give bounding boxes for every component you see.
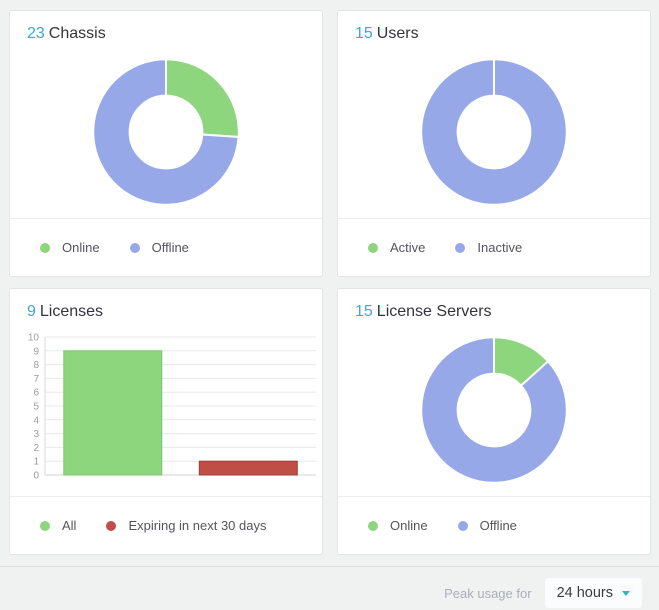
- legend-label: Online: [62, 240, 100, 255]
- users-card-title: 15 Users: [338, 11, 650, 45]
- svg-text:8: 8: [33, 360, 39, 371]
- legend-item-offline[interactable]: Offline: [457, 518, 517, 533]
- svg-text:1: 1: [33, 456, 39, 467]
- svg-text:9: 9: [33, 346, 39, 357]
- chevron-down-icon: [622, 590, 630, 596]
- legend-label: Active: [390, 240, 426, 255]
- online-legend-dot-icon: [40, 242, 50, 253]
- chassis-legend: Online Offline: [10, 218, 322, 276]
- legend-label: Offline: [479, 518, 517, 533]
- offline-legend-dot-icon: [457, 520, 468, 531]
- licenses-count: 9: [27, 303, 36, 320]
- chassis-card: 23 Chassis Online Offline: [9, 10, 323, 277]
- users-chart-area: [338, 45, 650, 218]
- legend-label: Offline: [151, 240, 189, 255]
- chassis-donut-chart: [92, 57, 240, 206]
- online-legend-dot-icon: [368, 520, 378, 531]
- all-legend-dot-icon: [40, 520, 50, 531]
- users-legend: Active Inactive: [338, 218, 650, 276]
- legend-label: Online: [390, 518, 428, 533]
- time-range-value: 24 hours: [556, 585, 613, 601]
- svg-text:6: 6: [33, 387, 39, 398]
- dashboard-grid: 23 Chassis Online Offline 15 Users A: [9, 10, 651, 555]
- peak-usage-label: Peak usage for: [444, 585, 532, 601]
- legend-item-expiring[interactable]: Expiring in next 30 days: [106, 518, 266, 533]
- license-servers-card-title: 15 License Servers: [338, 289, 650, 323]
- active-legend-dot-icon: [368, 242, 378, 253]
- offline-legend-dot-icon: [129, 242, 140, 253]
- users-donut-chart: [420, 57, 568, 206]
- chassis-card-title: 23 Chassis: [10, 11, 322, 45]
- license-servers-title-text: License Servers: [376, 303, 492, 320]
- chassis-title-text: Chassis: [48, 25, 106, 42]
- legend-item-offline[interactable]: Offline: [129, 240, 189, 255]
- time-range-select[interactable]: 24 hours: [544, 578, 642, 608]
- inactive-legend-dot-icon: [455, 242, 466, 253]
- chassis-count: 23: [27, 25, 45, 42]
- svg-text:7: 7: [33, 373, 39, 384]
- licenses-card-title: 9 Licenses: [10, 289, 322, 323]
- chassis-chart-area: [10, 45, 322, 218]
- legend-item-all[interactable]: All: [40, 518, 76, 533]
- users-title-text: Users: [376, 25, 419, 42]
- license-servers-chart-area: [338, 323, 650, 496]
- license-servers-count: 15: [355, 303, 373, 320]
- licenses-bar-chart: 0 1 2 3 4 5 6 7 8 9 10: [27, 332, 316, 481]
- license-servers-legend: Online Offline: [338, 496, 650, 554]
- svg-text:3: 3: [33, 429, 39, 440]
- users-card: 15 Users Active Inactive: [337, 10, 651, 277]
- legend-item-online[interactable]: Online: [368, 518, 428, 533]
- licenses-legend: All Expiring in next 30 days: [10, 496, 322, 554]
- licenses-card: 9 Licenses 0 1 2 3 4 5 6 7 8 9 10 All Expiring in n…: [9, 288, 323, 555]
- svg-text:2: 2: [33, 442, 39, 453]
- legend-item-online[interactable]: Online: [40, 240, 100, 255]
- legend-label: Expiring in next 30 days: [128, 518, 267, 533]
- svg-text:0: 0: [33, 470, 39, 481]
- license-servers-card: 15 License Servers Online Offline: [337, 288, 651, 555]
- page-footer: Peak usage for 24 hours: [0, 566, 659, 608]
- svg-text:10: 10: [27, 332, 39, 343]
- legend-item-active[interactable]: Active: [368, 240, 425, 255]
- expiring-legend-dot-icon: [106, 520, 117, 531]
- svg-text:5: 5: [33, 401, 39, 412]
- legend-label: Inactive: [477, 240, 523, 255]
- licenses-title-text: Licenses: [39, 303, 104, 320]
- legend-item-inactive[interactable]: Inactive: [455, 240, 522, 255]
- legend-label: All: [62, 518, 77, 533]
- users-count: 15: [355, 25, 373, 42]
- svg-text:4: 4: [33, 415, 39, 426]
- licenses-chart-area: 0 1 2 3 4 5 6 7 8 9 10: [10, 323, 322, 496]
- license-servers-donut-chart: [420, 335, 568, 484]
